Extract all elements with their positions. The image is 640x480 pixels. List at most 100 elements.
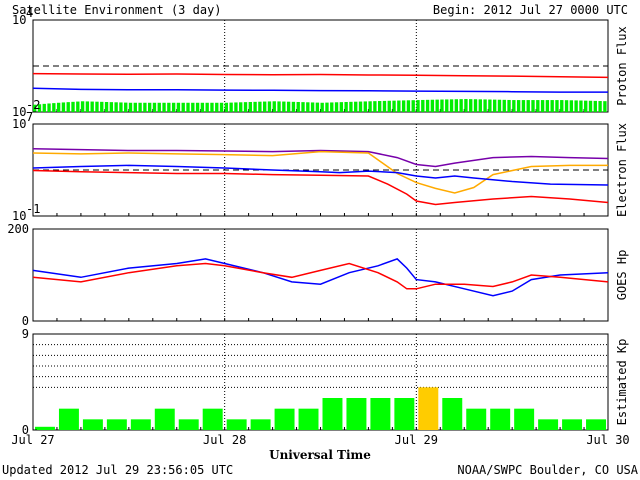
proton-green-bar: [330, 102, 334, 112]
proton-green-bar: [37, 104, 42, 112]
proton-green-bar: [181, 102, 185, 112]
proton-green-bar: [80, 101, 85, 112]
proton-green-bar: [152, 102, 157, 112]
kp-bar: [106, 419, 127, 430]
hp-panel: GOES Hp: [32, 228, 629, 322]
proton-green-bar: [536, 100, 540, 112]
proton-green-bar: [354, 101, 358, 112]
proton-green-bar: [272, 101, 276, 112]
proton-green-bar: [598, 101, 602, 112]
proton-green-bar: [200, 102, 205, 112]
kp-bar: [178, 419, 199, 430]
proton-green-bar: [42, 103, 46, 112]
y-tick-exponent: -2: [26, 98, 40, 112]
proton-green-bar: [138, 102, 142, 112]
electron-series-purple: [32, 148, 609, 168]
y-tick-label: 10: [12, 117, 26, 131]
proton-green-bar: [310, 102, 315, 112]
proton-green-bar: [296, 101, 300, 112]
proton-green-bar: [109, 102, 114, 112]
proton-green-bar: [239, 102, 243, 112]
proton-green-bar: [569, 100, 574, 112]
hp-ylabel: GOES Hp: [615, 250, 629, 301]
proton-green-bar: [488, 99, 492, 112]
proton-green-bar: [358, 101, 363, 112]
proton-green-bar: [497, 99, 502, 112]
proton-green-bar: [560, 100, 564, 112]
x-axis-label: Universal Time: [269, 448, 371, 462]
proton-green-bar: [234, 102, 238, 112]
y-tick-exponent: 4: [26, 6, 33, 20]
proton-green-bar: [320, 102, 324, 112]
y-tick-label: 10: [12, 13, 26, 27]
proton-green-bar: [325, 102, 329, 112]
proton-green-bar: [473, 99, 478, 112]
proton-green-bar: [469, 99, 473, 112]
proton-green-bar: [66, 102, 70, 112]
x-tick-label: Jul 28: [203, 433, 246, 447]
kp-panel: Estimated Kp: [32, 333, 629, 431]
proton-green-bar: [85, 101, 90, 112]
proton-green-bar: [215, 102, 219, 112]
kp-bar: [202, 408, 223, 430]
proton-green-bar: [344, 101, 348, 112]
credit: NOAA/SWPC Boulder, CO USA: [457, 463, 638, 477]
proton-green-bar: [301, 102, 305, 112]
proton-green-bar: [76, 101, 80, 112]
kp-bar: [130, 419, 151, 430]
kp-bar: [322, 398, 343, 430]
proton-green-bar: [483, 99, 487, 112]
proton-green-bar: [449, 99, 454, 112]
proton-green-bar: [440, 99, 444, 112]
y-tick-exponent: 7: [26, 110, 33, 124]
proton-green-bar: [421, 99, 425, 112]
proton-green-bar: [545, 100, 550, 112]
y-tick-label: 0: [22, 314, 29, 328]
electron-ylabel: Electron Flux: [615, 123, 629, 217]
proton-green-bar: [191, 102, 195, 112]
proton-green-bar: [253, 101, 257, 112]
proton-green-bar: [368, 101, 372, 112]
proton-green-bar: [593, 100, 597, 112]
proton-green-bar: [445, 99, 449, 112]
proton-green-bar: [128, 102, 133, 112]
proton-ylabel: Proton Flux: [615, 26, 629, 105]
proton-green-bar: [430, 99, 435, 112]
kp-bar: [274, 408, 295, 430]
electron-series-blue: [32, 164, 609, 186]
y-tick-label: 200: [7, 222, 29, 236]
kp-bar: [538, 419, 559, 430]
proton-green-bar: [282, 101, 286, 112]
kp-bar: [250, 419, 271, 430]
proton-green-bar: [416, 100, 420, 112]
kp-bar: [154, 408, 175, 430]
proton-green-bar: [574, 100, 578, 112]
proton-green-bar: [248, 101, 252, 112]
proton-green-bar: [205, 102, 209, 112]
electron-plot: [32, 124, 609, 216]
proton-green-bar: [133, 102, 137, 112]
x-tick-label: Jul 30: [586, 433, 629, 447]
proton-green-bar: [52, 103, 56, 112]
proton-green-bar: [90, 101, 94, 112]
proton-green-bar: [267, 101, 272, 112]
y-tick-label: 9: [22, 327, 29, 341]
proton-green-bar: [493, 99, 497, 112]
proton-green-bar: [392, 100, 396, 112]
proton-green-bar: [104, 101, 109, 112]
proton-green-bar: [95, 101, 99, 112]
proton-green-bar: [219, 102, 224, 112]
updated-time: Updated 2012 Jul 29 23:56:05 UTC: [2, 463, 233, 477]
proton-green-bar: [176, 102, 181, 112]
proton-green-bar: [459, 99, 463, 112]
proton-green-bar: [286, 101, 291, 112]
proton-green-bar: [33, 104, 37, 112]
proton-green-bar: [550, 100, 554, 112]
kp-bar: [370, 398, 391, 430]
proton-green-bar: [315, 102, 320, 112]
kp-bar: [514, 408, 535, 430]
proton-green-bar: [162, 102, 166, 112]
y-tick-exponent: -1: [26, 202, 40, 216]
proton-green-bar: [555, 100, 559, 112]
